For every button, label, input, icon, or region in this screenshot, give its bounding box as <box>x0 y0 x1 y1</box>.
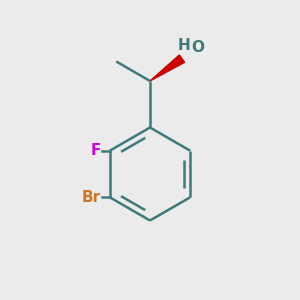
Polygon shape <box>150 55 184 81</box>
Text: F: F <box>90 143 101 158</box>
Text: O: O <box>191 40 204 55</box>
Text: Br: Br <box>82 190 101 205</box>
Text: H: H <box>178 38 191 52</box>
